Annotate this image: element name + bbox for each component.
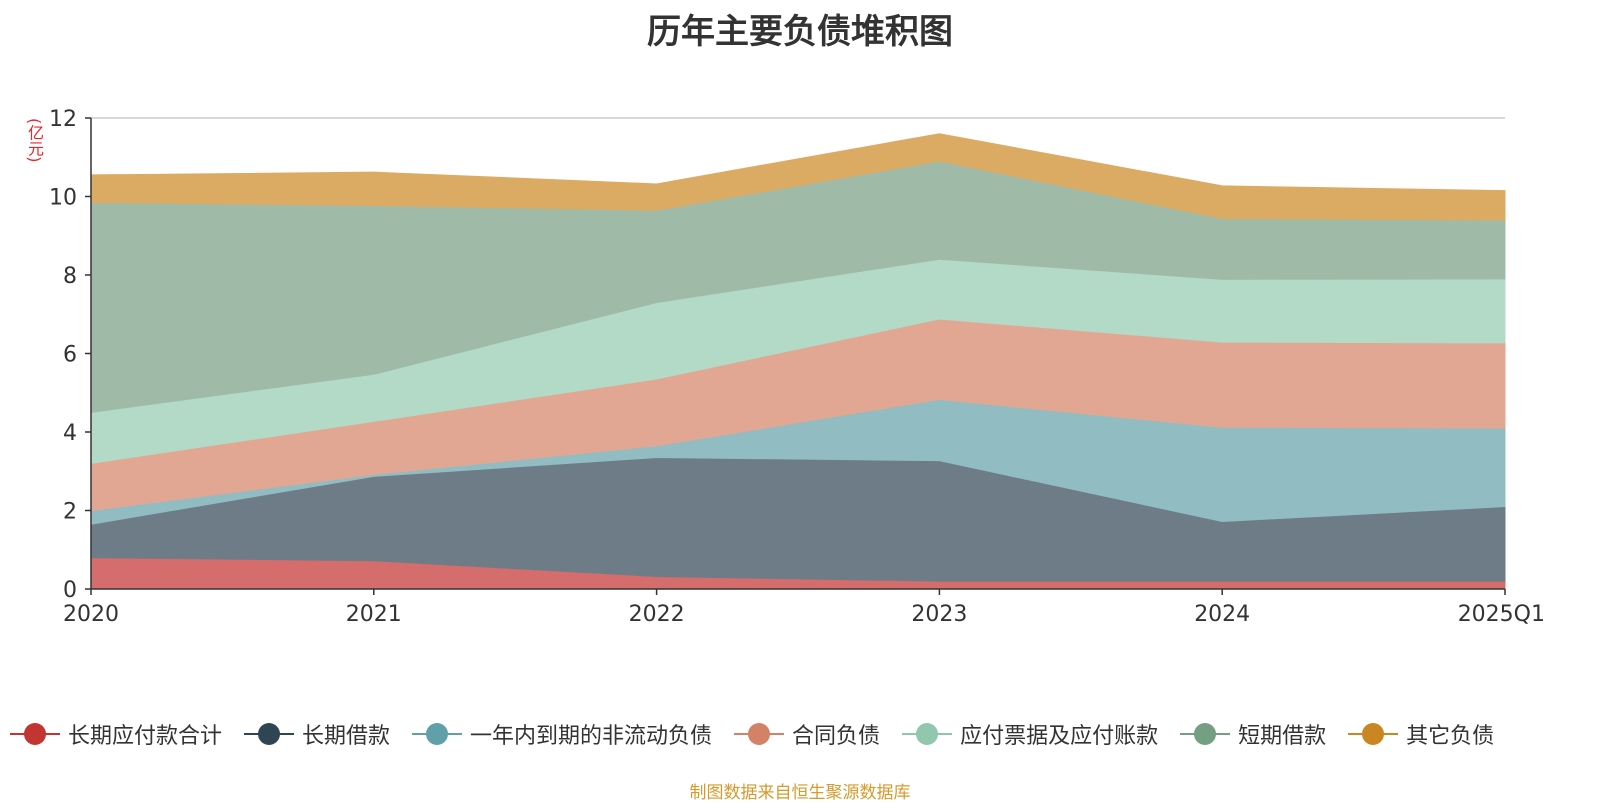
y-tick-label-1: 2 [63,500,77,525]
legend-dot-icon [258,723,281,745]
legend-marker-icon [902,722,953,746]
legend-label: 应付票据及应付账款 [960,724,1159,749]
chart-title: 历年主要负债堆积图 [647,12,953,52]
legend-label: 长期应付款合计 [68,724,223,749]
legend-dot-icon [748,723,771,745]
x-tick-label-4: 2024 [1194,602,1250,627]
y-tick-label-0: 0 [63,578,77,603]
legend-label: 其它负债 [1406,724,1495,749]
x-tick-label-0: 2020 [63,602,119,627]
legend-item-0[interactable]: 长期应付款合计 [10,718,222,750]
y-axis-unit-label: (亿元) [25,118,44,163]
legend-dot-icon [1362,723,1385,745]
legend-label: 一年内到期的非流动负债 [470,724,713,749]
axes: 0 2 4 6 8 10 12 2020 2021 2022 2023 2024 2025Q1 [49,107,1545,627]
legend-label: 合同负债 [792,724,881,749]
x-tick-label-5: 2025Q1 [1458,602,1545,627]
legend-marker-icon [1180,722,1231,746]
legend-label: 长期借款 [302,724,391,749]
legend-marker-icon [244,722,295,746]
x-tick-label-2: 2022 [629,602,685,627]
area-series [90,133,1506,590]
legend-marker-icon [1348,722,1399,746]
area-series-6 [90,133,1506,221]
legend-dot-icon [426,723,449,745]
y-tick-label-2: 4 [63,421,77,446]
legend-item-1[interactable]: 长期借款 [244,718,390,750]
legend-item-3[interactable]: 合同负债 [734,718,880,750]
legend-dot-icon [1194,723,1217,745]
legend: 长期应付款合计 长期借款 一年内到期的非流动负债 合同负债 应付票据及应付账款 短期借款 其… [10,716,1600,752]
y-tick-label-3: 6 [63,343,77,368]
legend-item-2[interactable]: 一年内到期的非流动负债 [412,718,712,750]
legend-item-6[interactable]: 其它负债 [1348,718,1494,750]
legend-item-5[interactable]: 短期借款 [1180,718,1326,750]
legend-dot-icon [24,723,46,745]
y-tick-label-6: 12 [49,107,77,132]
legend-marker-icon [10,722,60,746]
legend-marker-icon [412,722,463,746]
x-tick-label-1: 2021 [346,602,402,627]
x-tick-label-3: 2023 [911,602,967,627]
source-note: 制图数据来自恒生聚源数据库 [689,783,911,803]
legend-label: 短期借款 [1238,724,1327,749]
legend-item-4[interactable]: 应付票据及应付账款 [902,718,1158,750]
y-tick-label-4: 8 [63,264,77,289]
legend-marker-icon [734,722,785,746]
y-tick-label-5: 10 [49,186,77,211]
legend-dot-icon [916,723,939,745]
